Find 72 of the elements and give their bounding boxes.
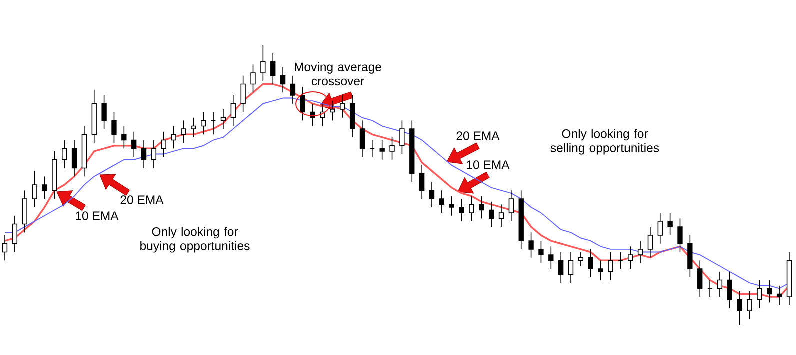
candlestick xyxy=(488,201,494,228)
candlestick xyxy=(608,252,614,281)
candlestick xyxy=(717,271,723,298)
candlestick xyxy=(658,212,663,244)
candlestick xyxy=(459,198,464,222)
candlestick xyxy=(588,249,594,278)
candlestick xyxy=(330,100,336,122)
candlestick xyxy=(538,240,544,264)
candlestick xyxy=(250,64,256,94)
candlestick xyxy=(290,75,296,104)
candlestick xyxy=(757,280,762,309)
candlestick xyxy=(449,196,454,216)
candlestick xyxy=(568,252,574,284)
candlestick xyxy=(161,131,166,158)
candlestick xyxy=(62,140,68,169)
candlestick xyxy=(270,53,276,85)
candlestick xyxy=(727,271,732,309)
candlestick xyxy=(767,280,772,304)
annotation: Only looking for selling opportunities xyxy=(550,129,660,155)
candlestick xyxy=(72,140,78,178)
candlestick xyxy=(479,196,484,220)
candlestick xyxy=(260,44,266,82)
candlestick xyxy=(380,140,385,160)
candlestick xyxy=(171,126,176,150)
candlestick xyxy=(300,86,306,122)
annotation: 10 EMA xyxy=(76,212,119,220)
candlestick xyxy=(240,75,246,113)
candlestick xyxy=(132,131,137,158)
candlestick xyxy=(390,137,395,160)
candlestick xyxy=(628,246,634,270)
candlestick xyxy=(528,232,534,258)
candlestick xyxy=(469,196,474,222)
candlestick xyxy=(548,246,554,270)
candlestick xyxy=(122,126,127,150)
candlestick xyxy=(498,204,504,228)
candlestick xyxy=(429,182,435,208)
candlestick xyxy=(648,226,654,258)
candlestick xyxy=(141,140,147,169)
candlestick xyxy=(776,285,782,306)
candlestick xyxy=(201,112,206,136)
candlestick xyxy=(42,176,48,200)
candlestick xyxy=(280,67,286,94)
candlestick xyxy=(678,218,683,253)
candlestick xyxy=(181,120,186,144)
annotation: Only looking for buying opportunities xyxy=(140,227,250,253)
candlestick xyxy=(578,252,584,267)
candlestick xyxy=(102,95,107,130)
candlestick xyxy=(12,215,18,253)
candlestick xyxy=(230,95,236,127)
candlestick xyxy=(400,120,405,155)
candlestick xyxy=(151,140,157,169)
candlestick xyxy=(191,117,196,138)
candlestick xyxy=(698,260,703,298)
candlestick xyxy=(598,260,604,281)
candlestick xyxy=(747,291,752,320)
candlestick xyxy=(32,170,38,208)
candlestick xyxy=(638,240,644,264)
annotation: 20 EMA xyxy=(120,196,164,204)
annotation: 10 EMA xyxy=(467,160,510,170)
candlestick xyxy=(668,212,673,236)
annotation: 20 EMA xyxy=(456,132,500,140)
candlestick xyxy=(112,112,117,144)
candlestick xyxy=(737,291,742,326)
candlestick xyxy=(220,109,226,130)
candlestick xyxy=(419,165,425,200)
candlestick xyxy=(508,190,514,222)
candlestick xyxy=(340,95,346,118)
annotation: Moving average crossover xyxy=(295,62,382,86)
candlestick xyxy=(2,235,8,262)
candlestick xyxy=(360,120,366,158)
candlestick xyxy=(439,190,445,214)
candlestick xyxy=(558,252,564,284)
